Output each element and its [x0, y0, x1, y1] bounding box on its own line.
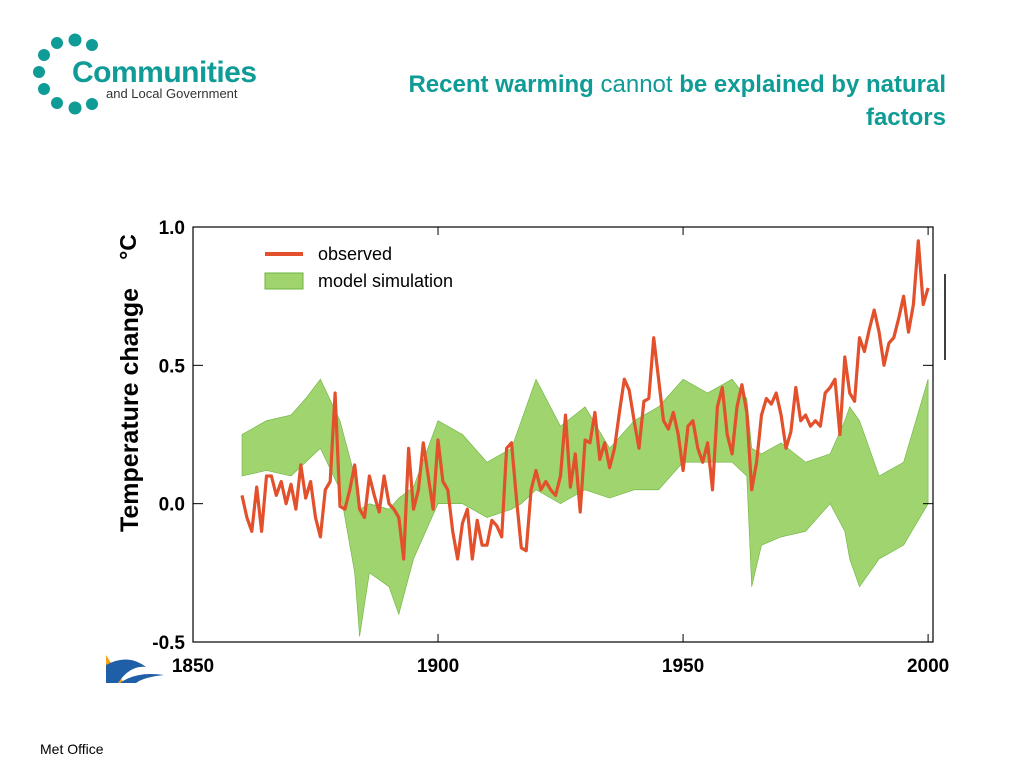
logo-dot: [68, 33, 82, 47]
title-part-1: Recent warming: [408, 71, 594, 98]
logo-dot: [38, 83, 50, 95]
logo-dot: [38, 49, 50, 61]
temperature-chart: 1850 1900 1950 2000 1.0 0.5 0.0 -0.5 Temperatur…: [106, 218, 949, 683]
logo-subtitle: and Local Government: [106, 86, 238, 101]
y-axis-label: Temperature change: [116, 288, 144, 532]
logo-dots-icon: [33, 33, 98, 115]
y-tick-label: -0.5: [152, 633, 185, 654]
met-office-logo: [106, 655, 164, 683]
title-part-2: cannot: [600, 71, 673, 98]
y-tick-label: 0.0: [159, 495, 185, 516]
x-tick-label: 1850: [172, 656, 214, 677]
axis-ticks: 1850 1900 1950 2000 1.0 0.5 0.0 -0.5: [152, 218, 949, 677]
logo-dot: [86, 98, 98, 110]
x-tick-label: 2000: [907, 656, 949, 677]
communities-logo: Communities and Local Government: [28, 30, 268, 120]
y-axis-label-group: Temperature change °C: [115, 234, 144, 532]
logo-dot: [33, 66, 45, 78]
logo-name: Communities: [72, 56, 257, 89]
footer-source: Met Office: [40, 741, 104, 757]
y-axis-unit: °C: [115, 234, 141, 260]
logo-dot: [51, 97, 63, 109]
legend-model-swatch: [264, 272, 304, 290]
x-tick-label: 1900: [417, 656, 459, 677]
logo-dot: [68, 101, 82, 115]
legend-observed-label: observed: [318, 244, 392, 264]
legend: observed model simulation: [264, 244, 453, 291]
y-tick-label: 1.0: [159, 218, 185, 239]
legend-model-label: model simulation: [318, 271, 453, 291]
plot-frame: [192, 226, 934, 643]
logo-dot: [86, 39, 98, 51]
logo-dot: [51, 37, 63, 49]
slide-title: Recent warming cannot be explained by na…: [386, 68, 946, 134]
observed-line: [240, 239, 930, 561]
title-part-3: be explained by natural factors: [679, 71, 946, 131]
x-tick-label: 1950: [662, 656, 704, 677]
y-tick-label: 0.5: [159, 356, 186, 377]
